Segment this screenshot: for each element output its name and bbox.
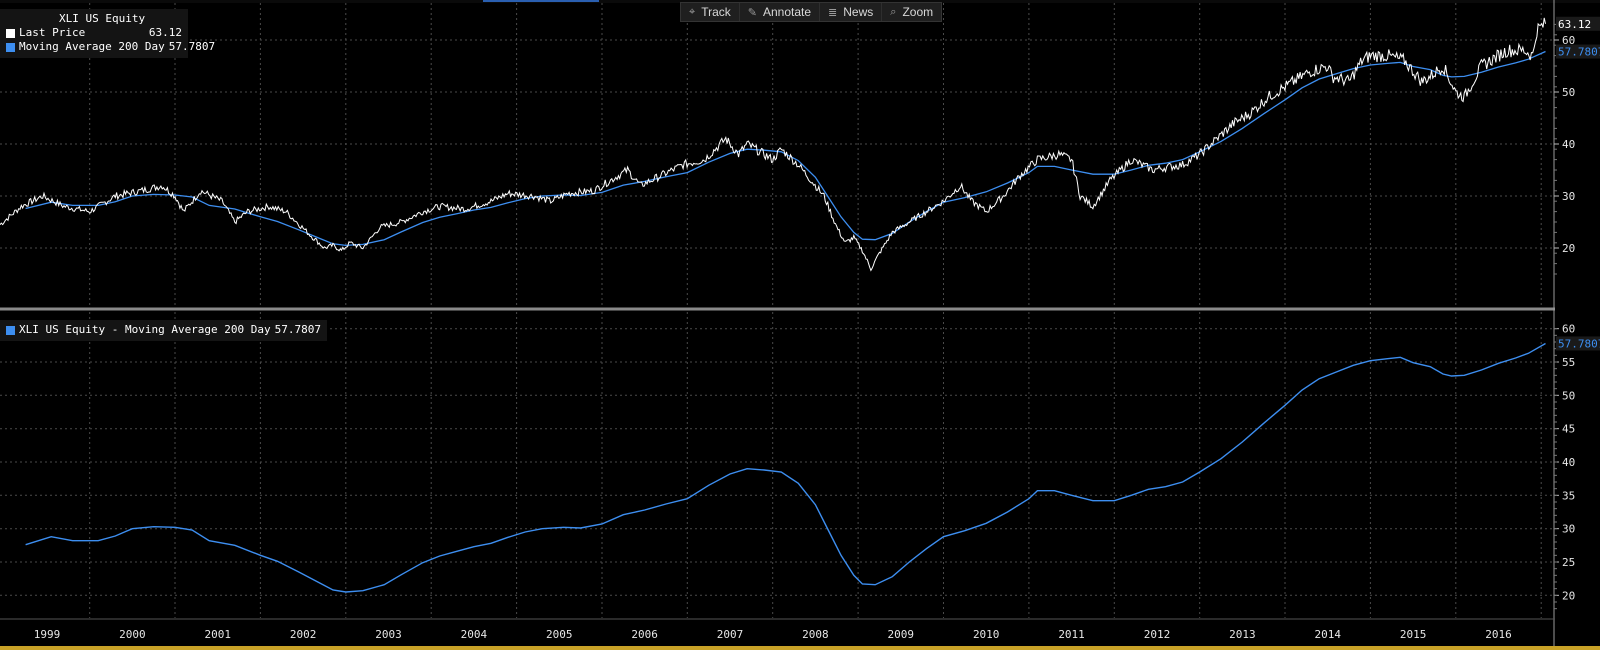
last-price-tag-box — [1556, 16, 1600, 31]
pencil-icon: ✎ — [747, 6, 757, 19]
y-tick-label: 50 — [1562, 86, 1575, 99]
crosshair-icon: ⌖ — [689, 5, 696, 18]
bottom-panel-series — [25, 342, 1546, 593]
legend-title: XLI US Equity — [59, 12, 146, 25]
moving-average-line-top[interactable] — [25, 50, 1546, 247]
ma-tag-top-box — [1556, 44, 1600, 59]
x-tick-label: 2008 — [802, 628, 829, 641]
x-tick-label: 2014 — [1314, 628, 1341, 641]
x-tick-label: 1999 — [34, 628, 61, 641]
x-tick-label: 2009 — [888, 628, 915, 641]
x-tick-label: 2010 — [973, 628, 1000, 641]
y-tick-label: 25 — [1562, 556, 1575, 569]
bottom-legend: XLI US Equity - Moving Average 200 Day 5… — [0, 320, 328, 341]
y-tick-label: 35 — [1562, 489, 1575, 502]
value-tags: 63.12 57.7807 57.7807 — [1556, 16, 1600, 351]
zoom-button[interactable]: ⌕ Zoom — [881, 3, 941, 21]
ma-tag-bottom: 57.7807 — [1558, 337, 1600, 350]
y-tick-label: 60 — [1562, 323, 1575, 336]
y-tick-label: 40 — [1562, 138, 1575, 151]
top-panel-grid — [0, 3, 1554, 306]
bottom-panel-grid — [0, 312, 1554, 618]
y-tick-label: 20 — [1562, 242, 1575, 255]
y-tick-label: 30 — [1562, 523, 1575, 536]
x-tick-label: 2016 — [1485, 628, 1512, 641]
x-tick-label: 2002 — [290, 628, 317, 641]
x-tick-label: 2000 — [119, 628, 146, 641]
top-y-axis: 20 30 40 50 60 — [1554, 23, 1575, 275]
x-tick-label: 2007 — [717, 628, 744, 641]
track-button[interactable]: ⌖ Track — [689, 5, 731, 19]
top-strip — [0, 0, 1600, 3]
news-button[interactable]: ≣ News — [819, 3, 881, 21]
top-legend: XLI US Equity Last Price 63.12 Moving Av… — [0, 9, 215, 58]
y-tick-label: 50 — [1562, 389, 1575, 402]
top-panel-series — [0, 17, 1546, 272]
x-tick-label: 2001 — [204, 628, 231, 641]
x-axis: 1999 2000 2001 2002 2003 2004 2005 2006 2007 2008… — [34, 628, 1512, 641]
x-tick-label: 2006 — [631, 628, 658, 641]
ma-tag-top: 57.7807 — [1558, 46, 1600, 59]
y-tick-label: 20 — [1562, 589, 1575, 602]
annotate-button[interactable]: ✎ Annotate — [738, 3, 819, 21]
chart-toolbar: ⌖ Track ✎ Annotate ≣ News ⌕ Zoom — [680, 2, 943, 22]
y-tick-label: 30 — [1562, 190, 1575, 203]
x-tick-label: 2015 — [1400, 628, 1427, 641]
magnifier-icon: ⌕ — [890, 5, 897, 18]
y-tick-label: 55 — [1562, 356, 1575, 369]
x-tick-label: 2011 — [1058, 628, 1085, 641]
ma-tag-bottom-box — [1556, 336, 1600, 351]
news-icon: ≣ — [828, 6, 838, 19]
x-tick-label: 2004 — [461, 628, 488, 641]
y-tick-label: 40 — [1562, 456, 1575, 469]
legend-entry-moving-average[interactable]: Moving Average 200 Day 57.7807 — [6, 40, 215, 54]
active-tab-accent — [483, 0, 599, 2]
moving-average-line-bottom[interactable] — [25, 342, 1546, 593]
last-price-line[interactable] — [0, 17, 1546, 272]
y-tick-label: 45 — [1562, 423, 1575, 436]
x-tick-label: 2012 — [1144, 628, 1171, 641]
bottom-status-strip — [0, 646, 1600, 650]
x-tick-label: 2003 — [375, 628, 402, 641]
last-price-tag: 63.12 — [1558, 18, 1591, 31]
x-tick-label: 2005 — [546, 628, 573, 641]
x-tick-label: 2013 — [1229, 628, 1256, 641]
y-tick-label: 60 — [1562, 34, 1575, 47]
bottom-y-axis: 20 25 30 35 40 45 50 55 60 — [1554, 323, 1575, 610]
legend-entry-last-price[interactable]: Last Price 63.12 — [6, 26, 182, 40]
moving-average-swatch — [6, 42, 15, 52]
last-price-swatch — [6, 28, 15, 38]
bottom-ma-swatch — [6, 325, 15, 335]
legend-entry-bottom-ma[interactable]: XLI US Equity - Moving Average 200 Day 5… — [6, 323, 321, 337]
